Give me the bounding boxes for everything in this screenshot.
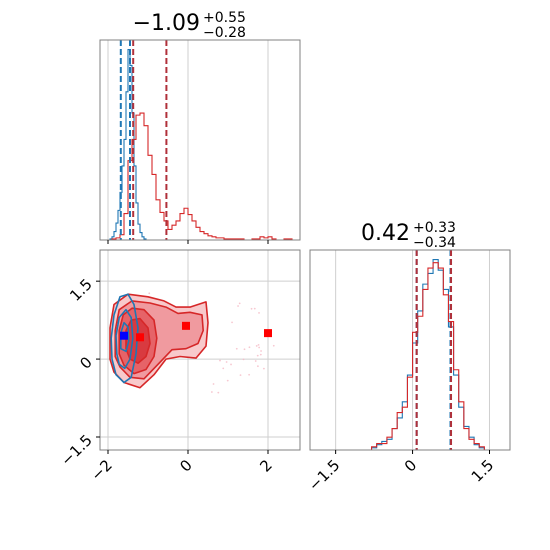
red-marker	[264, 329, 272, 338]
scatter-point	[253, 307, 256, 310]
x-tick-label: 1.5	[468, 456, 498, 486]
histogram-series	[366, 258, 490, 451]
scatter-point	[238, 302, 241, 305]
x-tick-label: −2	[87, 456, 115, 484]
x-ticks: −2 0 2	[87, 450, 276, 484]
title-param2-upper: +0.33	[413, 220, 456, 236]
scatter-point	[257, 365, 259, 368]
scatter-point	[255, 345, 258, 347]
scatter-point	[231, 321, 233, 324]
red-marker	[136, 333, 144, 342]
scatter-point	[225, 361, 228, 363]
scatter-point	[262, 367, 265, 370]
grid-lines	[100, 250, 300, 450]
scatter-point	[212, 383, 215, 385]
blue-marker	[120, 331, 128, 340]
title-param2-lower: −0.34	[413, 235, 456, 251]
histogram-blue	[108, 48, 148, 241]
scatter-point	[259, 353, 262, 356]
scatter-point	[217, 391, 220, 394]
quantile-lines	[415, 250, 453, 450]
y-tick-label: −1.5	[57, 431, 95, 469]
joint-contour-panel: −2 0 2 −1.5 0 1.5	[57, 249, 301, 484]
blue-contour-level	[115, 308, 134, 370]
scatter-point	[148, 292, 151, 295]
red-marker	[182, 321, 190, 330]
x-tick-label: 2	[256, 456, 275, 475]
scatter-point	[260, 350, 262, 352]
scatter-point	[226, 379, 229, 382]
x-tick-label: −1.5	[305, 456, 343, 494]
scatter-point	[210, 391, 213, 393]
scatter-point	[230, 363, 232, 366]
scatter-point	[272, 344, 275, 347]
scatter-point	[222, 367, 225, 370]
scatter-point	[254, 360, 257, 362]
scatter-point	[239, 374, 242, 377]
histogram-series	[108, 48, 293, 241]
marginal-histogram-param2: −1.5 0 1.5 0.42 +0.33 −0.34	[305, 220, 511, 495]
scatter-point	[248, 373, 251, 376]
scatter-point	[237, 305, 239, 307]
scatter-point	[248, 346, 251, 349]
y-tick-label: 0	[76, 353, 95, 372]
scatter-point	[258, 312, 260, 314]
axes-frame	[99, 39, 301, 241]
title-param1: −1.09	[133, 11, 200, 36]
grid-lines	[107, 40, 269, 240]
x-ticks	[107, 240, 269, 244]
axes-frame	[309, 249, 511, 451]
marginal-histogram-param1: −1.09 +0.55 −0.28	[99, 10, 301, 244]
histogram-red	[108, 112, 293, 241]
title-param1-lower: −0.28	[203, 25, 246, 41]
x-ticks: −1.5 0 1.5	[305, 450, 497, 495]
title-param1-upper: +0.55	[203, 10, 246, 26]
y-tick-label: 1.5	[66, 275, 96, 305]
quantile-lines	[119, 40, 168, 240]
scatter-point	[257, 343, 260, 346]
scatter-point	[243, 348, 246, 351]
blue-contour-level	[110, 293, 139, 384]
scatter-point	[235, 347, 238, 350]
best-fit-markers	[120, 321, 272, 342]
x-tick-label: 0	[401, 456, 420, 475]
axes-frame	[99, 249, 301, 451]
scatter-point	[256, 354, 259, 357]
x-tick-label: 0	[176, 456, 195, 475]
scatter-point	[242, 358, 245, 361]
histogram-red	[366, 262, 490, 451]
y-ticks: −1.5 0 1.5	[57, 275, 100, 470]
title-param2: 0.42	[361, 221, 410, 246]
scatter-point	[219, 359, 221, 362]
scatter-point	[250, 307, 253, 310]
scatter-point	[258, 346, 261, 349]
